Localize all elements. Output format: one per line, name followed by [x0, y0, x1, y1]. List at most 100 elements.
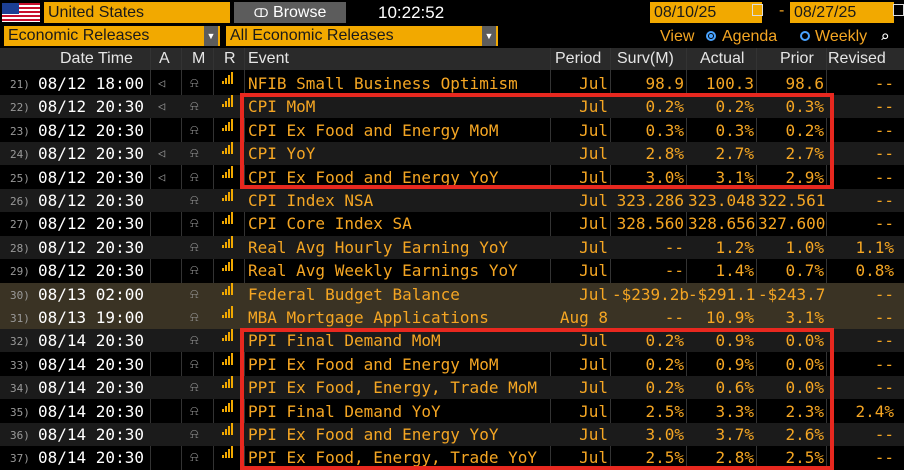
view-label: View: [660, 28, 695, 45]
table-row[interactable]: 33) 08/14 20:30 PPI Ex Food and Energy MoM…: [0, 352, 904, 376]
col-period[interactable]: Period: [555, 50, 602, 67]
bell-icon[interactable]: ⍾: [190, 310, 199, 325]
bell-icon[interactable]: ⍾: [190, 380, 199, 396]
top-bar: United States ↀ Browse 10:22:52 08/10/25…: [0, 0, 904, 24]
table-row[interactable]: 28) 08/12 20:30 Real Avg Hourly Earning Yo…: [0, 235, 904, 259]
date-from-value: 08/10/25: [654, 4, 717, 21]
table-row[interactable]: 34) 08/14 20:30 PPI Ex Food, Energy, Trade…: [0, 376, 904, 400]
period: Jul: [579, 74, 608, 93]
actual-value: 1.2%: [715, 237, 754, 257]
agenda-radio[interactable]: [706, 31, 716, 41]
table-row[interactable]: 27) 08/12 20:30 CPI Core Index SA Jul 328.56…: [0, 212, 904, 235]
row-datetime: 08/12 20:30: [38, 97, 144, 117]
row-number: 31): [10, 312, 30, 325]
country-selector[interactable]: United States: [44, 2, 230, 23]
col-a[interactable]: A: [159, 50, 170, 67]
table-row[interactable]: 30) 08/13 02:00 Federal Budget Balance Jul -…: [0, 282, 904, 306]
surv-value: 98.9: [645, 74, 684, 93]
filter-bar: Economic Releases ▼ All Economic Release…: [0, 25, 904, 47]
bell-icon[interactable]: ⍾: [190, 403, 199, 419]
col-surv[interactable]: Surv(M): [617, 50, 674, 67]
weekly-radio[interactable]: [800, 31, 810, 41]
bell-icon[interactable]: ⍾: [190, 76, 199, 91]
row-datetime: 08/12 20:30: [38, 214, 144, 234]
row-number: 35): [10, 405, 30, 419]
revised-value: --: [874, 354, 894, 374]
table-row[interactable]: 25) 08/12 20:30 CPI Ex Food and Energy YoY…: [0, 165, 904, 189]
actual-value: 0.6%: [715, 378, 754, 398]
zoom-icon[interactable]: ⌕: [880, 27, 890, 46]
table-row[interactable]: 32) 08/14 20:30 PPI Final Demand MoM Jul 0.2…: [0, 329, 904, 353]
event-name: CPI Index NSA: [248, 191, 374, 210]
relevance-bars-icon: [222, 352, 234, 365]
prior-value: 0.7%: [785, 261, 824, 281]
col-r[interactable]: R: [224, 50, 236, 67]
col-event[interactable]: Event: [248, 50, 289, 67]
row-datetime: 08/14 20:30: [38, 425, 144, 444]
table-row[interactable]: 36) 08/14 20:30 PPI Ex Food and Energy YoY…: [0, 423, 904, 446]
bell-icon[interactable]: ⍾: [190, 333, 199, 349]
date-separator: -: [779, 2, 785, 19]
actual-value: 0.9%: [715, 354, 754, 374]
speaker-icon[interactable]: ◁: [158, 99, 166, 114]
table-row[interactable]: 22) 08/12 20:30 CPI MoM Jul 0.2% 0.2% 0.3% -- ◁ ⍾: [0, 95, 904, 119]
column-divider: [244, 48, 245, 470]
col-datetime[interactable]: Date Time: [60, 50, 133, 67]
relevance-bars-icon: [222, 95, 234, 108]
table-row[interactable]: 23) 08/12 20:30 CPI Ex Food and Energy MoM…: [0, 118, 904, 142]
surv-value: --: [664, 308, 684, 327]
bell-icon[interactable]: ⍾: [190, 169, 199, 185]
bell-icon[interactable]: ⍾: [190, 146, 199, 162]
speaker-icon[interactable]: ◁: [158, 169, 166, 184]
period: Jul: [579, 378, 608, 398]
bell-icon[interactable]: ⍾: [190, 263, 199, 279]
bell-icon[interactable]: ⍾: [190, 427, 199, 442]
speaker-icon[interactable]: ◁: [158, 76, 166, 90]
period: Jul: [579, 97, 608, 117]
period: Jul: [579, 120, 608, 140]
col-prior[interactable]: Prior: [780, 50, 814, 67]
revised-value: --: [874, 214, 894, 234]
bell-icon[interactable]: ⍾: [190, 450, 199, 466]
col-actual[interactable]: Actual: [700, 50, 745, 67]
subset-dropdown[interactable]: All Economic Releases ▼: [226, 26, 498, 46]
surv-value: 0.3%: [645, 120, 684, 140]
category-dropdown[interactable]: Economic Releases ▼: [4, 26, 220, 46]
prior-value: 0.0%: [785, 378, 824, 398]
agenda-label[interactable]: Agenda: [722, 28, 778, 45]
date-from-field[interactable]: 08/10/25: [650, 2, 762, 23]
table-row[interactable]: 37) 08/14 20:30 PPI Ex Food, Energy, Trade…: [0, 446, 904, 469]
col-revised[interactable]: Revised: [828, 50, 886, 67]
date-to-field[interactable]: 08/27/25: [790, 2, 894, 23]
bell-icon[interactable]: ⍾: [190, 99, 199, 115]
col-m[interactable]: M: [192, 50, 206, 67]
event-name: Real Avg Hourly Earning YoY: [248, 237, 509, 257]
bell-icon[interactable]: ⍾: [190, 122, 199, 138]
table-row[interactable]: 24) 08/12 20:30 CPI YoY Jul 2.8% 2.7% 2.7% -- ◁ ⍾: [0, 142, 904, 166]
speaker-icon[interactable]: ◁: [158, 146, 166, 161]
bell-icon[interactable]: ⍾: [190, 356, 199, 372]
relevance-bars-icon: [222, 446, 234, 459]
bell-icon[interactable]: ⍾: [190, 193, 199, 208]
table-row[interactable]: 26) 08/12 20:30 CPI Index NSA Jul 323.286 323…: [0, 189, 904, 212]
event-name: PPI Ex Food, Energy, Trade MoM: [248, 378, 537, 398]
revised-value: --: [874, 97, 894, 117]
column-divider: [213, 48, 214, 470]
bell-icon[interactable]: ⍾: [190, 239, 199, 255]
row-number: 29): [10, 265, 30, 279]
table-row[interactable]: 21) 08/12 18:00 NFIB Small Business Optimi…: [0, 72, 904, 95]
table-row[interactable]: 35) 08/14 20:30 PPI Final Demand YoY Jul 2.5…: [0, 399, 904, 423]
calendar-icon[interactable]: [752, 4, 763, 16]
weekly-label[interactable]: Weekly: [815, 28, 868, 45]
calendar-icon[interactable]: [893, 4, 904, 16]
bell-icon[interactable]: ⍾: [190, 286, 199, 302]
event-name: PPI Ex Food and Energy YoY: [248, 425, 499, 444]
period: Jul: [579, 354, 608, 374]
table-row[interactable]: 29) 08/12 20:30 Real Avg Weekly Earnings Y…: [0, 259, 904, 282]
surv-value: --: [664, 237, 684, 257]
bell-icon[interactable]: ⍾: [190, 216, 199, 232]
prior-value: 3.1%: [785, 308, 824, 327]
browse-button[interactable]: ↀ Browse: [234, 2, 346, 23]
surv-value: 0.2%: [645, 97, 684, 117]
table-row[interactable]: 31) 08/13 19:00 MBA Mortgage Applications A…: [0, 306, 904, 329]
